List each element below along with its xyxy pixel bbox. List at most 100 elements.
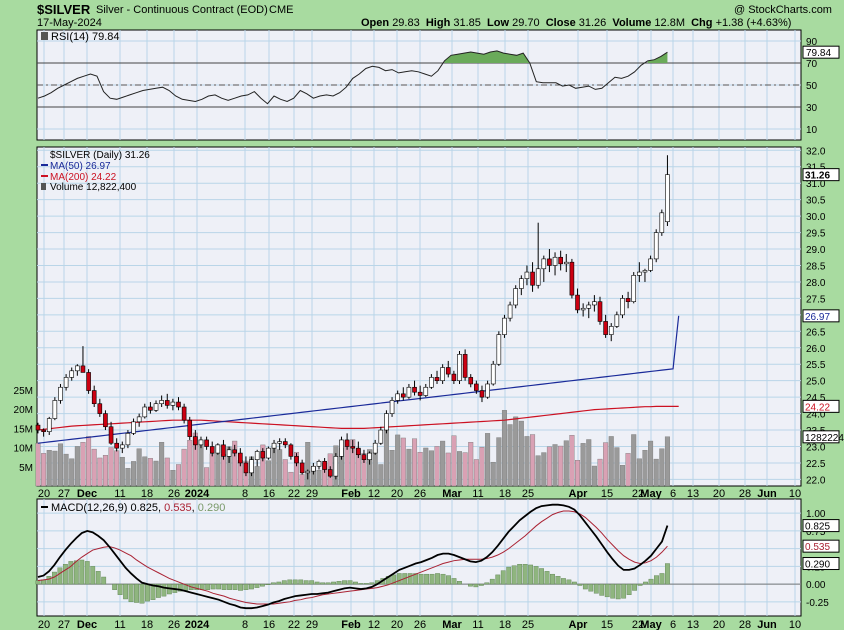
- candle-body: [659, 212, 665, 233]
- candle-body: [159, 400, 164, 405]
- macd-histogram-bar: [528, 564, 534, 585]
- volume-bar: [372, 449, 378, 487]
- price-y-tick-label: 30.0: [806, 212, 826, 223]
- volume-bar: [159, 442, 165, 487]
- x-tick-label-macd: 20: [38, 619, 50, 630]
- macd-histogram-bar: [484, 582, 490, 585]
- candle-body: [232, 449, 237, 454]
- volume-last-value: 12822240: [805, 433, 844, 444]
- candle-body: [226, 449, 232, 457]
- price-last-value-box: [802, 168, 840, 182]
- ohlc-summary: Open 29.83 High 31.85 Low 29.70 Close 31…: [361, 17, 791, 29]
- x-tick-label-macd: Mar: [442, 619, 462, 630]
- candle-body: [299, 462, 305, 474]
- macd-histogram-bar: [336, 581, 342, 585]
- rsi-y-tick-label: 30: [806, 103, 818, 114]
- macd-histogram-bar: [227, 583, 232, 590]
- macd-histogram-bar: [95, 571, 101, 585]
- macd-histogram-bar: [265, 583, 271, 585]
- candle-body: [288, 444, 294, 457]
- volume-bar: [501, 410, 507, 487]
- candle-body: [642, 270, 648, 273]
- macd-histogram-bar: [84, 561, 90, 585]
- macd-y-tick-label: -0.25: [806, 598, 829, 609]
- candle-body: [395, 393, 400, 401]
- price-y-tick-label: 26.0: [806, 344, 826, 355]
- volume-bar: [541, 452, 547, 487]
- macd-histogram-bar: [254, 583, 260, 588]
- macd-histogram-bar: [232, 583, 238, 590]
- x-tick-label-price: 2024: [185, 488, 210, 500]
- rsi-y-tick-label: 90: [806, 37, 818, 48]
- instrument-name: Silver - Continuous Contract (EOD): [96, 4, 268, 16]
- volume-bar: [131, 461, 137, 487]
- volume-y-tick-label: 10M: [14, 444, 33, 455]
- volume-bar: [232, 440, 238, 487]
- volume-bar: [74, 446, 80, 487]
- macd-histogram-bar: [161, 583, 167, 597]
- candle-body: [631, 275, 637, 302]
- macd-histogram-bar: [276, 581, 282, 585]
- x-tick-label-macd: 22: [288, 619, 300, 630]
- volume-y-tick-label: 5M: [19, 463, 33, 474]
- candle-body: [120, 444, 125, 449]
- volume-bar: [631, 434, 637, 487]
- volume-bar: [108, 447, 114, 487]
- volume-bar: [423, 447, 429, 487]
- volume-bar: [97, 457, 103, 487]
- candle-body: [136, 416, 142, 423]
- macd-histogram-bar: [101, 576, 107, 585]
- volume-y-tick-label: 20M: [14, 405, 33, 416]
- x-tick-label-price: 6: [670, 488, 676, 500]
- x-tick-label-macd: 18: [499, 619, 511, 630]
- volume-bar: [608, 436, 614, 487]
- price-y-tick-label: 27.5: [806, 294, 826, 305]
- volume-bar: [580, 443, 586, 487]
- macd-histogram-bar: [150, 583, 156, 600]
- volume-legend-swatch: [41, 183, 46, 190]
- macd-histogram-bar: [396, 573, 402, 585]
- volume-last-value-box: [802, 430, 840, 444]
- x-tick-label-price: 20: [713, 488, 725, 500]
- x-tick-label-price: 13: [687, 488, 699, 500]
- watermark: @ StockCharts.com: [734, 4, 832, 16]
- volume-label: Volume: [612, 17, 652, 29]
- macd-histogram-bar: [610, 583, 616, 599]
- low-label: Low: [487, 17, 510, 29]
- candle-body: [541, 258, 547, 270]
- macd-histogram-bar: [117, 583, 123, 595]
- candle-body: [316, 461, 322, 467]
- close-label: Close: [545, 17, 576, 29]
- volume-bar: [428, 450, 434, 487]
- candle-body: [86, 372, 91, 391]
- macd-signal-line: [37, 510, 668, 605]
- x-tick-label-price: 20: [38, 488, 50, 500]
- macd-histogram-bar: [413, 573, 419, 585]
- macd-histogram-bar: [467, 583, 473, 587]
- price-y-tick-label: 29.0: [806, 245, 826, 256]
- macd-histogram-bar: [643, 581, 648, 585]
- exchange-name: CME: [269, 4, 294, 16]
- volume-bar: [125, 468, 131, 487]
- volume-bar: [400, 437, 406, 487]
- candle-body: [322, 461, 327, 470]
- x-tick-label-price: Dec: [77, 488, 97, 500]
- x-tick-label-macd: 20: [713, 619, 725, 630]
- macd-histogram-bar: [156, 583, 161, 598]
- ma200-legend: MA(200) 24.22: [50, 172, 117, 183]
- macd-histogram-bar: [451, 578, 457, 585]
- candle-body: [277, 441, 282, 444]
- x-tick-label-macd: 12: [368, 619, 380, 630]
- macd-histogram-bar: [506, 566, 512, 585]
- ma200-last-value: 24.22: [805, 402, 830, 413]
- candle-body: [243, 462, 249, 474]
- volume-bar: [378, 464, 384, 487]
- macd-y-tick-label: 0.00: [806, 580, 826, 591]
- candle-body: [198, 439, 204, 446]
- candle-body: [575, 294, 580, 311]
- macd-histogram-bar: [369, 582, 375, 585]
- x-tick-label-macd: Jun: [757, 619, 777, 630]
- x-tick-label-macd: 26: [414, 619, 426, 630]
- candle-body: [266, 447, 271, 459]
